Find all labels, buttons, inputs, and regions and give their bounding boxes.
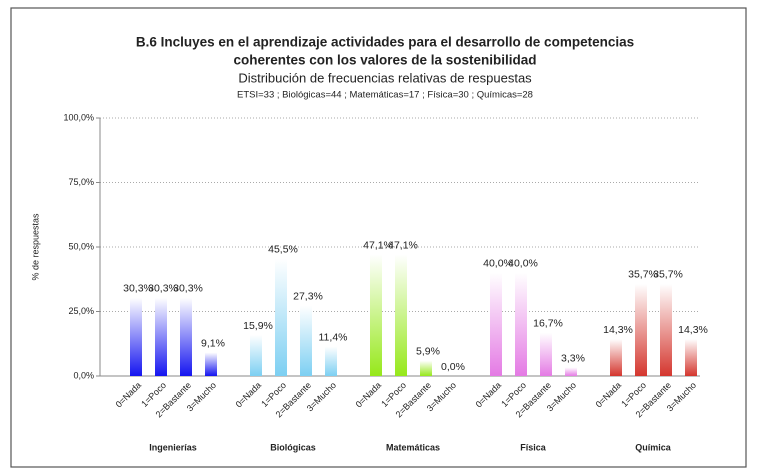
value-label: 11,4% xyxy=(319,331,348,343)
bar xyxy=(130,297,142,376)
value-label: 27,3% xyxy=(293,290,323,302)
y-tick-label: 0,0% xyxy=(73,370,94,380)
chart-note: ETSI=33 ; Biológicas=44 ; Matemáticas=17… xyxy=(237,90,533,101)
value-label: 30,3% xyxy=(148,283,178,295)
y-tick-label: 75,0% xyxy=(68,177,94,187)
chart-frame xyxy=(10,7,747,468)
value-label: 47,1% xyxy=(388,239,418,251)
value-label: 35,7% xyxy=(653,269,683,281)
bar xyxy=(610,339,622,376)
y-tick-label: 50,0% xyxy=(68,241,94,251)
value-label: 45,5% xyxy=(268,243,298,255)
group-label: Física xyxy=(520,442,547,452)
chart-title: B.6 Incluyes en el aprendizaje actividad… xyxy=(136,35,634,50)
bar xyxy=(155,297,167,376)
bar xyxy=(205,352,217,376)
group-label: Ingenierías xyxy=(149,442,197,452)
y-axis-label: % de respuestas xyxy=(30,213,40,281)
value-label: 40,0% xyxy=(508,258,538,270)
bar xyxy=(275,258,287,376)
bar xyxy=(420,360,432,376)
value-label: 14,3% xyxy=(678,324,708,336)
bar xyxy=(660,283,672,376)
value-label: 15,9% xyxy=(243,320,273,332)
value-label: 3,3% xyxy=(561,352,585,364)
chart-title: coherentes con los valores de la sosteni… xyxy=(233,53,536,68)
bar xyxy=(300,305,312,376)
bar xyxy=(540,332,552,376)
value-label: 14,3% xyxy=(603,324,633,336)
bar xyxy=(180,297,192,376)
bar xyxy=(325,346,337,376)
bar xyxy=(490,272,502,376)
value-label: 5,9% xyxy=(416,346,440,358)
value-label: 16,7% xyxy=(533,318,563,330)
bar xyxy=(685,339,697,376)
value-label: 9,1% xyxy=(201,337,225,349)
group-label: Matemáticas xyxy=(386,442,440,452)
bar xyxy=(395,254,407,376)
y-tick-label: 25,0% xyxy=(68,306,94,316)
value-label: 30,3% xyxy=(123,283,153,295)
bar xyxy=(635,283,647,376)
value-label: 35,7% xyxy=(628,269,658,281)
value-label: 40,0% xyxy=(483,258,513,270)
group-label: Biológicas xyxy=(270,442,316,452)
chart-subtitle: Distribución de frecuencias relativas de… xyxy=(238,70,532,85)
value-label: 47,1% xyxy=(363,239,393,251)
group-label: Química xyxy=(635,442,672,452)
bar xyxy=(565,367,577,376)
bar xyxy=(515,272,527,376)
value-label: 0,0% xyxy=(441,361,465,373)
value-label: 30,3% xyxy=(173,283,203,295)
y-tick-label: 100,0% xyxy=(63,112,94,122)
bar xyxy=(370,254,382,376)
bar xyxy=(250,334,262,376)
